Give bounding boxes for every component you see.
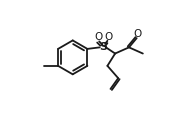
Text: O: O (105, 32, 113, 42)
Text: S: S (99, 42, 107, 52)
Text: O: O (133, 29, 142, 39)
Text: O: O (94, 32, 102, 42)
